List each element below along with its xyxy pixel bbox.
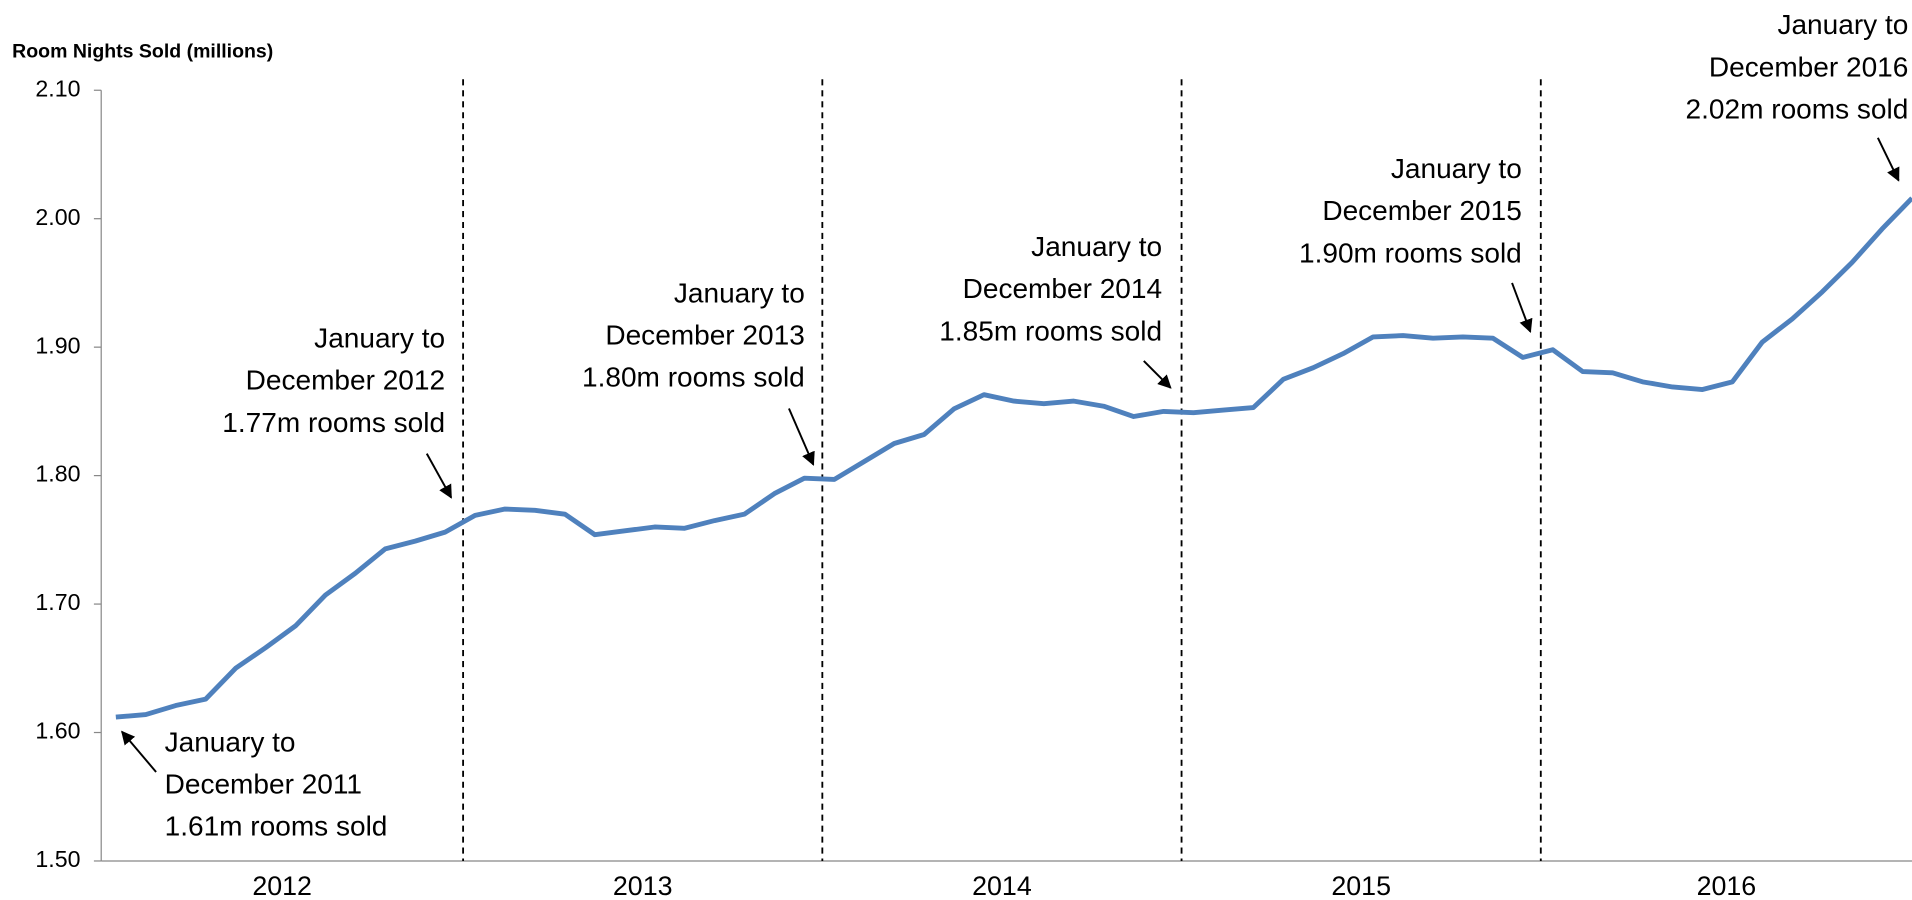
x-tick-label: 2012	[252, 871, 312, 900]
y-axis-title: Room Nights Sold (millions)	[12, 41, 273, 63]
annotation-text: December 2015	[1322, 195, 1521, 226]
annotation-arrow	[121, 730, 157, 773]
annotation-text: January to	[165, 726, 296, 757]
x-tick-label: 2015	[1331, 871, 1391, 900]
y-tick-label: 1.70	[35, 589, 80, 615]
annotation-arrow	[425, 453, 453, 499]
annotation-text: December 2012	[246, 365, 445, 396]
y-tick-label: 2.10	[35, 75, 80, 101]
annotation-arrow	[1143, 360, 1172, 389]
annotation-arrow	[788, 408, 815, 466]
annotation-text: 1.61m rooms sold	[165, 810, 388, 841]
annotation-text: 1.80m rooms sold	[582, 362, 805, 393]
annotation-text: January to	[314, 323, 445, 354]
annotation-text: January to	[1777, 9, 1908, 40]
annotation-text: January to	[1031, 231, 1162, 262]
annotation-text: January to	[674, 278, 805, 309]
annotation-arrow	[1511, 282, 1533, 333]
annotation-arrow	[1876, 137, 1900, 182]
annotation-text: 1.77m rooms sold	[222, 407, 445, 438]
y-tick-label: 1.90	[35, 332, 80, 358]
annotation-text: January to	[1391, 153, 1522, 184]
annotation-text: December 2011	[165, 768, 362, 799]
annotation-text: December 2013	[605, 320, 804, 351]
annotation-text: December 2014	[963, 273, 1162, 304]
y-tick-label: 1.50	[35, 846, 80, 872]
data-line	[115, 196, 1912, 720]
y-tick-label: 1.80	[35, 461, 80, 487]
annotation-text: December 2016	[1709, 51, 1908, 82]
annotation-text: 2.02m rooms sold	[1686, 93, 1909, 124]
y-tick-label: 2.00	[35, 204, 80, 230]
x-tick-label: 2013	[613, 871, 673, 900]
y-tick-label: 1.60	[35, 718, 80, 744]
x-tick-label: 2014	[972, 871, 1032, 900]
x-tick-label: 2016	[1697, 871, 1757, 900]
annotation-text: 1.90m rooms sold	[1299, 237, 1522, 268]
annotation-text: 1.85m rooms sold	[939, 315, 1162, 346]
